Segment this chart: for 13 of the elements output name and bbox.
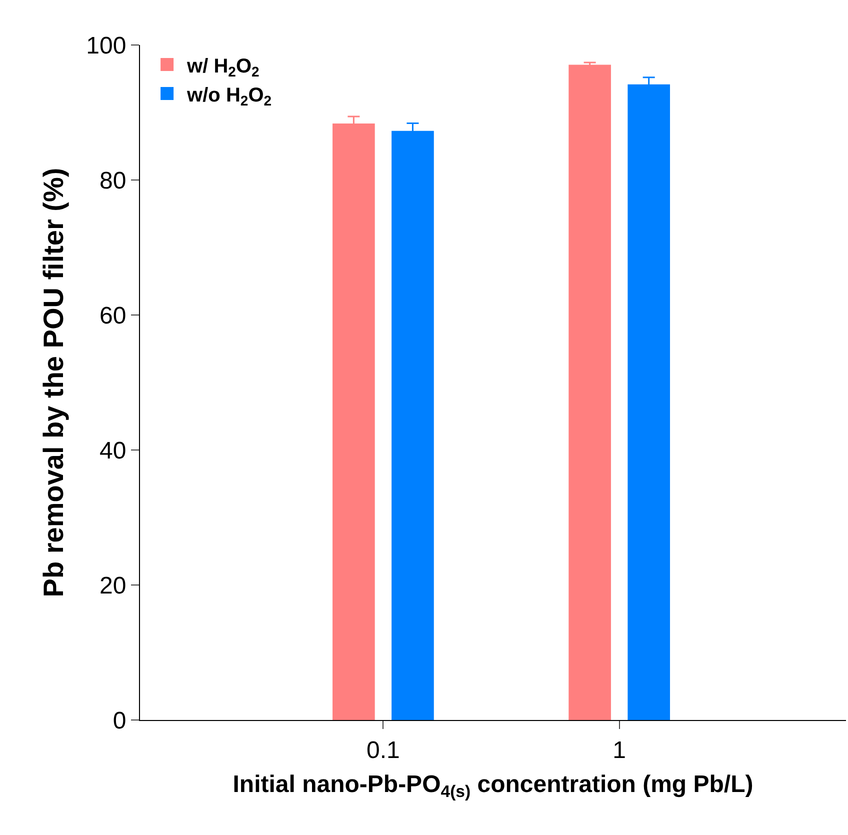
x-tick-label: 0.1 [366, 736, 400, 764]
y-tick-label: 100 [86, 32, 126, 60]
x-axis-title: Initial nano-Pb-PO$_{4(s)}$ concentration (mg Pb/L) [232, 771, 754, 802]
y-tick-label: 80 [99, 167, 126, 194]
y-axis-title: Pb removal by the POU filter (%) [38, 168, 69, 598]
x-tick-label: 1 [612, 736, 626, 764]
legend-label: w/ H$_{2}$O$_{2}$ [186, 55, 260, 80]
y-tick-label: 0 [112, 707, 126, 734]
bar [568, 64, 611, 720]
y-tick-label: 20 [99, 572, 126, 600]
y-tick-label: 40 [99, 437, 126, 464]
legend-label: w/o H$_{2}$O$_{2}$ [186, 84, 272, 108]
y-tick-label: 60 [99, 302, 126, 330]
